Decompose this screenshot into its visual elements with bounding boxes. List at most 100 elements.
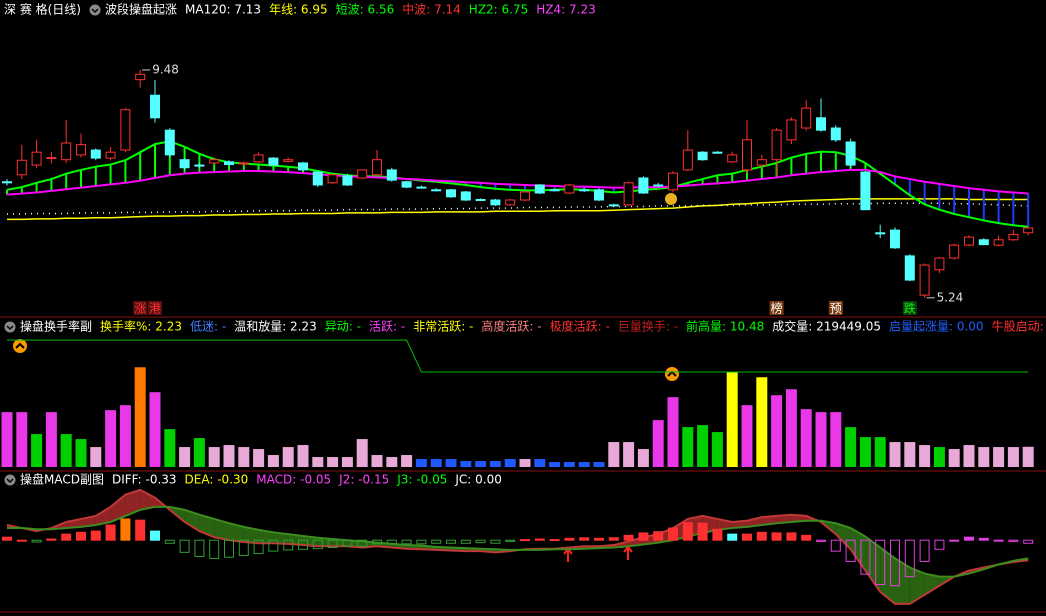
macd-bar (194, 539, 205, 558)
macd-bar (386, 539, 397, 545)
candle-body (238, 162, 249, 165)
line (6, 140, 1029, 228)
candle-body (386, 169, 397, 181)
macd-fill (229, 523, 244, 543)
candle-body (786, 119, 797, 141)
legend-item: 启量起涨量: 0.00 (889, 319, 984, 334)
macd-bar (490, 539, 501, 544)
line (6, 168, 1029, 196)
macd-bar (623, 534, 634, 541)
candle-body (401, 181, 412, 188)
macd-bar (2, 536, 12, 541)
macd-bar (697, 522, 708, 541)
menu-icon (4, 321, 16, 333)
volume-bar (489, 461, 501, 467)
legend-item: 高度活跃: - (481, 319, 541, 334)
macd-bar (312, 539, 323, 550)
macd-fill (110, 494, 126, 522)
macd-fill (140, 489, 155, 510)
macd-bar (164, 539, 175, 544)
volume-bar (726, 372, 738, 467)
volume-bar (356, 439, 368, 467)
candle-body (534, 184, 545, 194)
legend-item: J2: -0.15 (338, 473, 389, 487)
legend-item: DIFF: -0.33 (112, 473, 177, 487)
candle-body (505, 199, 516, 206)
macd-bar (653, 531, 664, 541)
volume-bar (830, 412, 842, 467)
macd-bar (816, 539, 826, 542)
macd-bar (520, 539, 530, 542)
macd-fill (835, 523, 851, 550)
volume-bar (386, 457, 398, 467)
macd-fill (288, 534, 303, 546)
signal-marker-bg (828, 301, 843, 315)
volume-bar (164, 429, 176, 467)
legend-item: HZ2: 6.75 (469, 3, 528, 17)
macd-bar (401, 539, 412, 545)
legend-item: J3: -0.05 (396, 473, 447, 487)
volume-bar (297, 445, 309, 467)
macd-bar (209, 539, 220, 559)
legend-item: 中波: 7.14 (402, 2, 461, 17)
candle-body (964, 236, 974, 246)
candle-body (224, 161, 234, 166)
volume-bar (889, 442, 901, 467)
candle-body (904, 255, 915, 281)
candle-body (164, 129, 175, 156)
macd-bar (431, 539, 442, 544)
volume-bar (134, 367, 146, 467)
macd-bar (327, 539, 338, 548)
macd-fill (243, 526, 259, 544)
menu-icon-chevron (6, 478, 14, 484)
volume-bar (549, 462, 561, 467)
legend-item: 极度活跃: - (550, 319, 610, 334)
volume-bar (578, 462, 590, 467)
volume-bar (978, 447, 990, 467)
macd-bar (135, 519, 146, 541)
candle-body (845, 141, 856, 166)
volume-bar (800, 409, 812, 467)
legend-item: JC: 0.00 (454, 473, 502, 487)
macd-bar (505, 539, 516, 542)
volume-bar (1007, 447, 1019, 467)
legend-item: 成交量: 219449.05 (772, 319, 881, 334)
volume-bar (460, 461, 472, 467)
volume-bar (741, 405, 753, 467)
annotation: 9.48 (152, 62, 179, 76)
macd-bar (534, 538, 545, 541)
macd-fill (880, 547, 895, 604)
candle-body (919, 264, 930, 296)
volume-bar (371, 455, 383, 467)
legend-item: 牛股启动: 0.00 (992, 319, 1046, 334)
signal-marker-bg (148, 301, 162, 315)
candle-body (194, 164, 205, 167)
macd-fill (776, 514, 792, 524)
macd-fill (125, 489, 141, 516)
candle-body (253, 154, 264, 163)
volume-bar (563, 462, 575, 467)
candle-body (594, 189, 604, 201)
volume-bar (223, 445, 235, 467)
volume-bar (637, 449, 649, 467)
legend-item: HZ4: 7.23 (536, 3, 595, 17)
candle-body (520, 191, 530, 201)
legend-item: 温和放量: 2.23 (234, 319, 317, 334)
candle-body (978, 239, 989, 246)
signal-marker: 跌 (904, 301, 916, 316)
macd-bar (727, 533, 738, 541)
candle-body (90, 149, 101, 159)
candle-body (416, 186, 427, 189)
legend-item: 换手率%: 2.23 (100, 319, 182, 334)
candle-body (490, 199, 501, 206)
volume-bar (711, 432, 723, 467)
macd-fill (850, 528, 866, 571)
macd-bar (860, 539, 871, 575)
macd-bar (771, 532, 782, 541)
candle-body (61, 142, 72, 161)
macd-bar (845, 539, 856, 562)
macd-bar (549, 539, 560, 542)
macd-fill (273, 532, 289, 544)
volume-bar (75, 439, 87, 467)
macd-bar (594, 537, 604, 541)
